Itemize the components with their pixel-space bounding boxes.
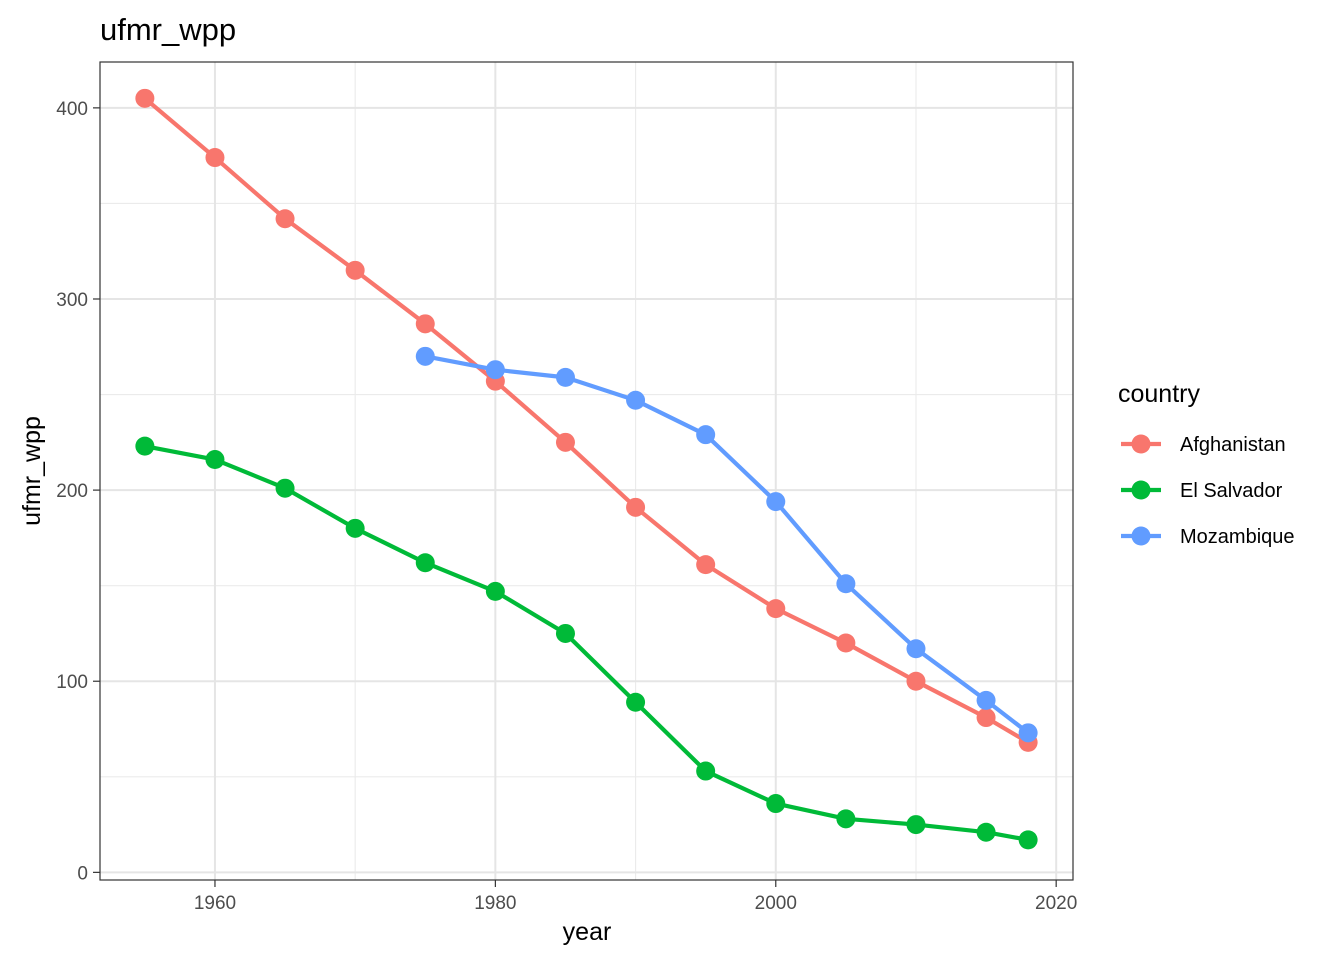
data-point-afghanistan-1990: [626, 497, 646, 517]
data-point-mozambique-2018: [1018, 723, 1038, 743]
y-tick-label-0: 0: [77, 863, 88, 884]
x-tick-label-1980: 1980: [474, 893, 516, 914]
y-tick-label-300: 300: [56, 290, 88, 311]
minor-gridlines: [100, 62, 1073, 880]
x-tick-label-2020: 2020: [1035, 893, 1077, 914]
legend-title: country: [1118, 380, 1200, 408]
data-point-afghanistan-1975: [415, 314, 435, 334]
data-point-el-salvador-1995: [696, 761, 716, 781]
data-point-afghanistan-2010: [906, 671, 926, 691]
data-point-mozambique-1990: [626, 390, 646, 410]
y-axis: 0 100 200 300 400: [56, 99, 100, 884]
x-tick-label-2000: 2000: [755, 893, 797, 914]
data-point-el-salvador-2005: [836, 809, 856, 829]
data-point-el-salvador-1965: [275, 478, 295, 498]
y-tick-label-100: 100: [56, 672, 88, 693]
data-point-el-salvador-1990: [626, 692, 646, 712]
data-point-el-salvador-2000: [766, 794, 786, 814]
data-point-el-salvador-1955: [135, 436, 155, 456]
series-line-el-salvador: [144, 444, 1029, 842]
data-point-el-salvador-2015: [976, 822, 996, 842]
legend: country Afghanistan El Salvador Mozambique: [1118, 380, 1295, 548]
series-layer: [135, 88, 1038, 850]
legend-item-el-salvador: El Salvador: [1121, 480, 1283, 502]
data-point-afghanistan-2000: [766, 599, 786, 619]
data-point-el-salvador-1960: [205, 450, 225, 470]
legend-key-point-afghanistan: [1131, 434, 1151, 454]
data-point-el-salvador-2018: [1018, 830, 1038, 850]
y-tick-label-400: 400: [56, 99, 88, 120]
series-el-salvador: [135, 436, 1038, 850]
data-point-afghanistan-1965: [275, 209, 295, 229]
data-point-el-salvador-1980: [485, 581, 505, 601]
legend-label-afghanistan: Afghanistan: [1180, 434, 1286, 456]
legend-item-mozambique: Mozambique: [1121, 526, 1295, 548]
data-point-afghanistan-1985: [555, 432, 575, 452]
data-point-el-salvador-1975: [415, 553, 435, 573]
y-tick-label-200: 200: [56, 481, 88, 502]
x-axis-title: year: [563, 918, 612, 946]
data-point-mozambique-2000: [766, 492, 786, 512]
legend-label-mozambique: Mozambique: [1180, 526, 1295, 548]
data-point-afghanistan-2005: [836, 633, 856, 653]
x-axis: 1960 1980 2000 2020: [194, 880, 1077, 914]
data-point-afghanistan-1970: [345, 260, 365, 280]
series-line-mozambique: [424, 354, 1030, 735]
data-point-afghanistan-1995: [696, 555, 716, 575]
data-point-mozambique-2005: [836, 574, 856, 594]
data-point-mozambique-1975: [415, 346, 435, 366]
data-point-mozambique-2010: [906, 639, 926, 659]
data-point-el-salvador-2010: [906, 815, 926, 835]
data-point-mozambique-1995: [696, 425, 716, 445]
legend-item-afghanistan: Afghanistan: [1121, 434, 1286, 456]
series-line-afghanistan: [143, 96, 1030, 745]
legend-key-point-el-salvador: [1131, 480, 1151, 500]
data-point-afghanistan-1955: [135, 88, 155, 108]
data-point-el-salvador-1985: [555, 623, 575, 643]
series-mozambique: [415, 346, 1038, 743]
data-point-mozambique-1980: [485, 360, 505, 380]
data-point-afghanistan-1960: [205, 148, 225, 168]
legend-key-point-mozambique: [1131, 526, 1151, 546]
legend-label-el-salvador: El Salvador: [1180, 480, 1283, 502]
x-tick-label-1960: 1960: [194, 893, 236, 914]
data-point-el-salvador-1970: [345, 518, 365, 538]
data-point-mozambique-1985: [555, 367, 575, 387]
chart-title: ufmr_wpp: [100, 12, 236, 47]
data-point-afghanistan-2015: [976, 708, 996, 728]
major-gridlines: [100, 62, 1073, 880]
data-point-mozambique-2015: [976, 690, 996, 710]
y-axis-title: ufmr_wpp: [18, 416, 46, 526]
plot-border: [99, 61, 1074, 881]
